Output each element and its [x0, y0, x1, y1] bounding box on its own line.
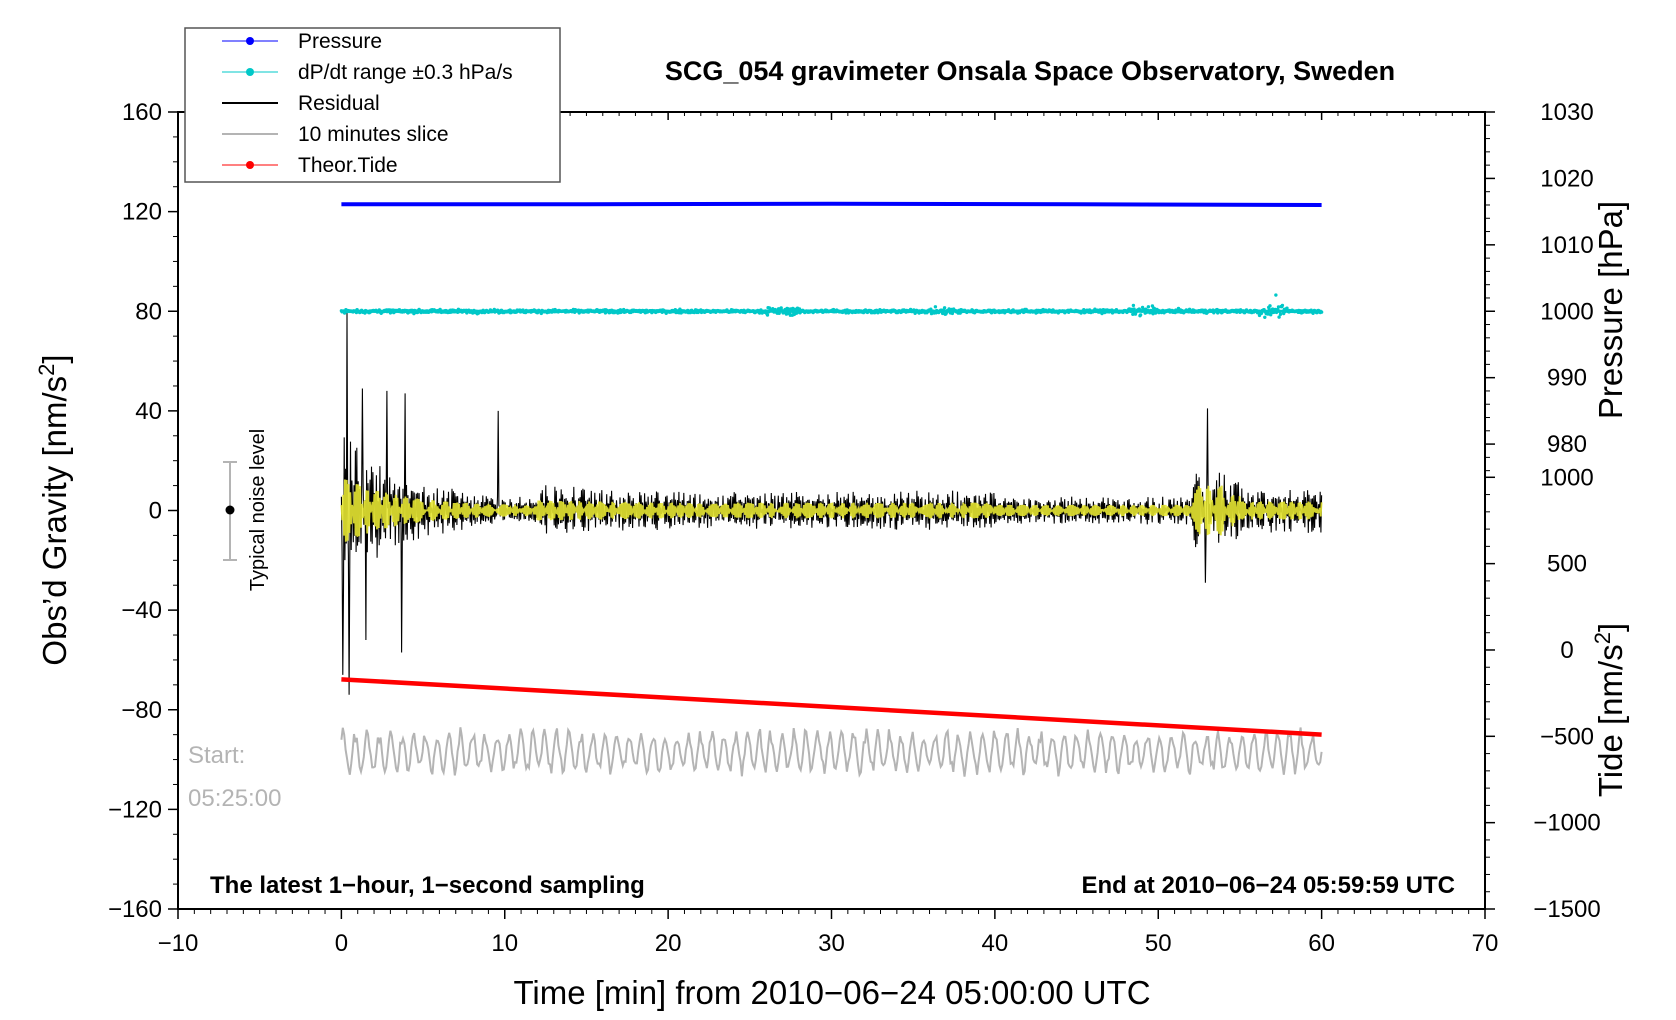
- x-tick-label: 60: [1308, 930, 1335, 957]
- legend-marker-pressure: [246, 37, 254, 45]
- tide-line: [341, 677, 1322, 737]
- x-tick-label: −10: [158, 930, 199, 957]
- y-tick-label-pressure: 1010: [1540, 232, 1593, 259]
- start-time-label: 05:25:00: [188, 785, 281, 812]
- y-tick-label-gravity: 40: [135, 398, 162, 425]
- sampling-note: The latest 1−hour, 1−second sampling: [210, 872, 645, 899]
- dpdt-point: [1263, 315, 1267, 319]
- noise-center-dot: [225, 505, 235, 515]
- y-tick-label-tide: −500: [1540, 723, 1594, 750]
- dpdt-point: [1138, 313, 1143, 317]
- legend-marker-tide: [246, 161, 254, 169]
- y-tick-label-gravity: 80: [135, 298, 162, 325]
- y-tick-label-gravity: 160: [122, 99, 162, 126]
- dpdt-point: [1277, 315, 1281, 319]
- dpdt-point: [1152, 306, 1157, 311]
- axis-ticks: −10 0 10 20 30 40 50 60 7016012080400−40−80−120−…: [108, 99, 1601, 957]
- dpdt-point: [779, 306, 783, 310]
- noise-level-indicator: Typical noise level: [223, 429, 269, 591]
- legend-label-residual: Residual: [298, 92, 380, 115]
- slice-line: [340, 727, 1323, 778]
- y-tick-label-gravity: −160: [108, 896, 162, 923]
- dpdt-point: [1278, 312, 1283, 316]
- end-time-note: End at 2010−06−24 05:59:59 UTC: [1081, 872, 1455, 899]
- pressure-line: [341, 201, 1322, 207]
- dpdt-point: [933, 305, 938, 309]
- dpdt-point: [1131, 303, 1136, 308]
- legend-box: [184, 27, 561, 183]
- y-tick-label-pressure: 980: [1547, 431, 1587, 458]
- dpdt-point: [1146, 305, 1151, 309]
- legend: Pressure dP/dt range ±0.3 hPa/s Residual…: [184, 27, 561, 183]
- x-tick-label: 10: [491, 930, 518, 957]
- legend-label-pressure: Pressure: [298, 30, 382, 53]
- y-tick-label-pressure: 1030: [1540, 99, 1593, 126]
- y-tick-label-gravity: −80: [121, 697, 162, 724]
- x-tick-label: 0: [335, 930, 348, 957]
- start-label: Start:: [188, 742, 245, 769]
- y-axis-title-gravity: Obs’d Gravity [nm/s2]: [34, 354, 73, 665]
- noise-level-label: Typical noise level: [247, 429, 269, 591]
- dpdt-point: [765, 313, 770, 317]
- x-tick-label: 70: [1472, 930, 1499, 957]
- y-tick-label-gravity: 0: [149, 498, 162, 525]
- data-series: [339, 201, 1324, 778]
- x-tick-label: 20: [655, 930, 682, 957]
- y-tick-label-pressure: 990: [1547, 365, 1587, 392]
- dpdt-point: [1280, 303, 1285, 308]
- y-axis-title-pressure: Pressure [hPa]: [1592, 201, 1629, 419]
- dpdt-point: [1266, 312, 1270, 316]
- chart-title: SCG_054 gravimeter Onsala Space Observat…: [665, 56, 1395, 86]
- legend-label-tide: Theor.Tide: [298, 154, 398, 177]
- dpdt-point: [1268, 304, 1272, 308]
- dpdt-point: [1276, 305, 1281, 309]
- x-tick-label: 50: [1145, 930, 1172, 957]
- y-tick-label-pressure: 1020: [1540, 165, 1593, 192]
- dpdt-point: [942, 306, 947, 310]
- x-tick-label: 30: [818, 930, 845, 957]
- residual-filtered-line: [340, 479, 1323, 542]
- legend-label-dpdt: dP/dt range ±0.3 hPa/s: [298, 61, 513, 84]
- y-tick-label-gravity: −40: [121, 597, 162, 624]
- legend-marker-dpdt: [246, 68, 254, 76]
- x-tick-label: 40: [982, 930, 1009, 957]
- y-axis-title-tide: Tide [nm/s2]: [1590, 623, 1629, 797]
- y-tick-label-gravity: 120: [122, 199, 162, 226]
- y-tick-label-gravity: −120: [108, 796, 162, 823]
- x-axis-title: Time [min] from 2010−06−24 05:00:00 UTC: [513, 974, 1150, 1011]
- y-tick-label-tide: −1500: [1533, 896, 1600, 923]
- y-tick-label-tide: 0: [1560, 637, 1573, 664]
- dpdt-point: [1274, 293, 1278, 297]
- legend-label-slice: 10 minutes slice: [298, 123, 449, 146]
- y-tick-label-tide: −1000: [1533, 810, 1600, 837]
- y-tick-label-pressure: 1000: [1540, 298, 1593, 325]
- y-tick-label-tide: 500: [1547, 551, 1587, 578]
- y-tick-label-tide: 1000: [1540, 464, 1593, 491]
